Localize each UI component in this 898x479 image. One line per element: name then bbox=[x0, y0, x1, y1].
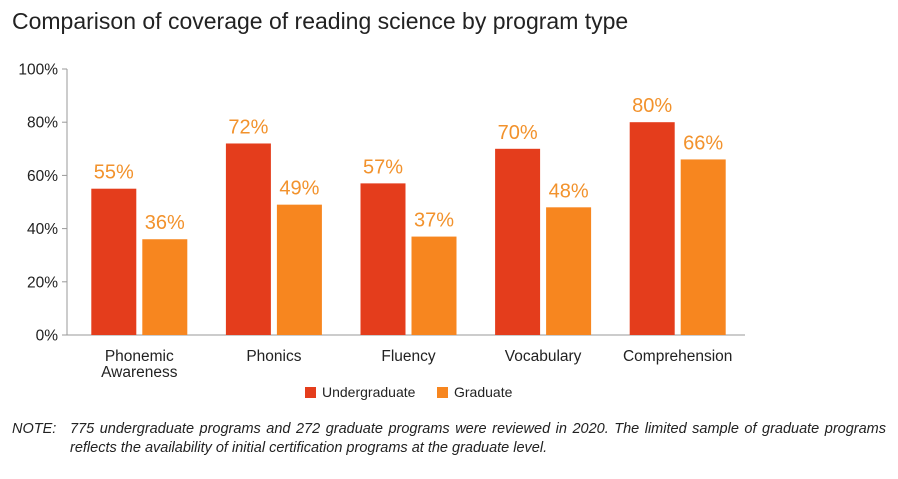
bar-value-label: 48% bbox=[549, 180, 589, 202]
bar bbox=[495, 148, 541, 335]
bar bbox=[276, 204, 322, 335]
bar-value-label: 72% bbox=[228, 116, 268, 138]
bar bbox=[91, 188, 137, 335]
y-tick-label: 100% bbox=[18, 62, 58, 79]
bar bbox=[142, 239, 188, 335]
x-tick-label: Vocabulary bbox=[505, 348, 582, 365]
bar bbox=[225, 143, 271, 335]
chart-note: NOTE: 775 undergraduate programs and 272… bbox=[12, 420, 886, 458]
y-tick-label: 20% bbox=[27, 274, 58, 291]
x-tick-label: Fluency bbox=[381, 348, 436, 365]
chart-title: Comparison of coverage of reading scienc… bbox=[12, 8, 629, 34]
y-tick-label: 0% bbox=[36, 328, 59, 345]
bar bbox=[680, 159, 726, 335]
bar-value-label: 66% bbox=[683, 132, 723, 154]
y-tick-label: 60% bbox=[27, 168, 58, 185]
bar-value-label: 36% bbox=[145, 212, 185, 234]
legend-swatch bbox=[305, 387, 316, 398]
bar-value-label: 70% bbox=[498, 122, 538, 144]
legend-swatch bbox=[437, 387, 448, 398]
bar-value-label: 37% bbox=[414, 210, 454, 232]
bar bbox=[411, 236, 457, 335]
y-tick-label: 80% bbox=[27, 115, 58, 132]
legend-label: Undergraduate bbox=[322, 384, 416, 400]
legend-label: Graduate bbox=[454, 384, 513, 400]
x-tick-label: Comprehension bbox=[623, 348, 732, 365]
bar-value-label: 55% bbox=[94, 162, 134, 184]
bar-value-label: 57% bbox=[363, 156, 403, 178]
bar-value-label: 80% bbox=[632, 95, 672, 117]
bar-value-label: 49% bbox=[279, 178, 319, 200]
bar bbox=[546, 207, 592, 335]
x-tick-label: Phonics bbox=[246, 348, 301, 365]
note-label: NOTE: bbox=[12, 421, 57, 437]
x-tick-label: Phonemic Awareness bbox=[101, 348, 178, 381]
bar bbox=[629, 122, 675, 335]
bar bbox=[360, 183, 406, 335]
note-text: 775 undergraduate programs and 272 gradu… bbox=[70, 421, 886, 456]
y-tick-label: 40% bbox=[27, 221, 58, 238]
